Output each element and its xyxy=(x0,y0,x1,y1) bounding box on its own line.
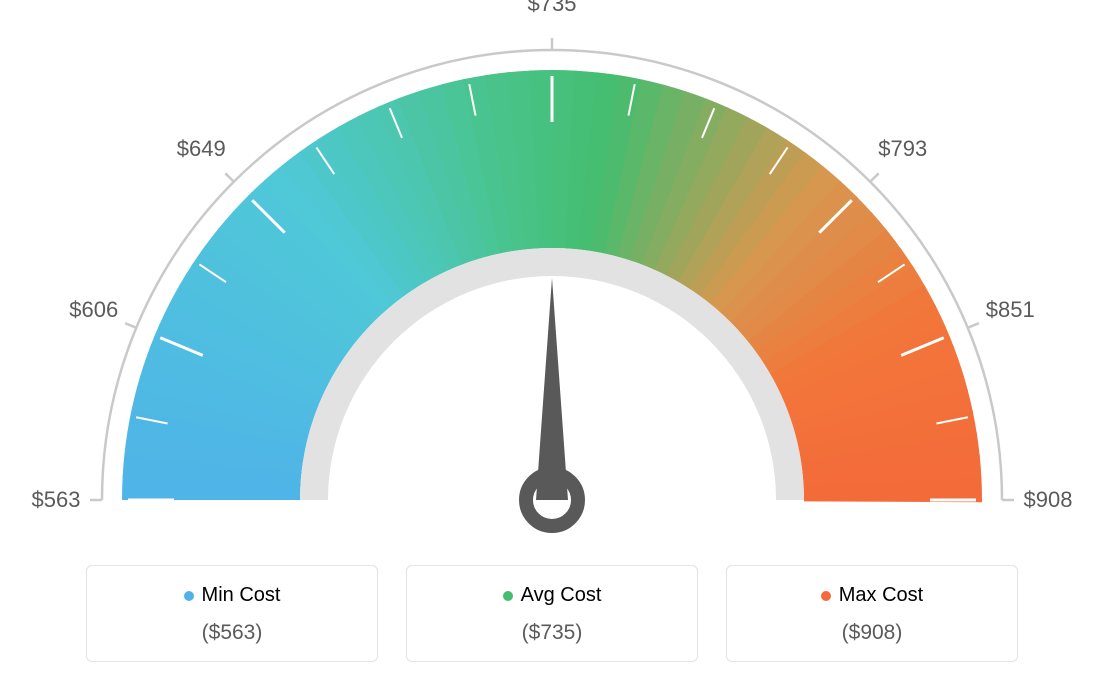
gauge-tick-label: $563 xyxy=(32,487,81,513)
legend-row: Min Cost ($563) Avg Cost ($735) Max Cost… xyxy=(0,565,1104,662)
legend-dot-max xyxy=(821,591,831,601)
gauge-tick-label: $606 xyxy=(69,297,118,323)
legend-card-min: Min Cost ($563) xyxy=(86,565,378,662)
gauge-svg xyxy=(0,0,1104,545)
gauge-tick-label: $735 xyxy=(528,0,577,17)
legend-dot-avg xyxy=(503,591,513,601)
legend-value-max: ($908) xyxy=(727,621,1017,645)
legend-card-max: Max Cost ($908) xyxy=(726,565,1018,662)
gauge-tick-label: $793 xyxy=(878,136,927,162)
gauge-tick-label: $851 xyxy=(986,297,1035,323)
gauge-tick-label: $649 xyxy=(177,136,226,162)
legend-label-avg: Avg Cost xyxy=(521,584,602,607)
legend-title-min: Min Cost xyxy=(184,584,281,607)
legend-dot-min xyxy=(184,591,194,601)
gauge-chart: $563 $606 $649 $735 $793 $851 $908 xyxy=(0,0,1104,545)
legend-title-max: Max Cost xyxy=(821,584,923,607)
legend-title-avg: Avg Cost xyxy=(503,584,602,607)
gauge-tick-label: $908 xyxy=(1024,487,1073,513)
legend-label-min: Min Cost xyxy=(202,584,281,607)
legend-label-max: Max Cost xyxy=(839,584,923,607)
legend-value-min: ($563) xyxy=(87,621,377,645)
legend-card-avg: Avg Cost ($735) xyxy=(406,565,698,662)
legend-value-avg: ($735) xyxy=(407,621,697,645)
